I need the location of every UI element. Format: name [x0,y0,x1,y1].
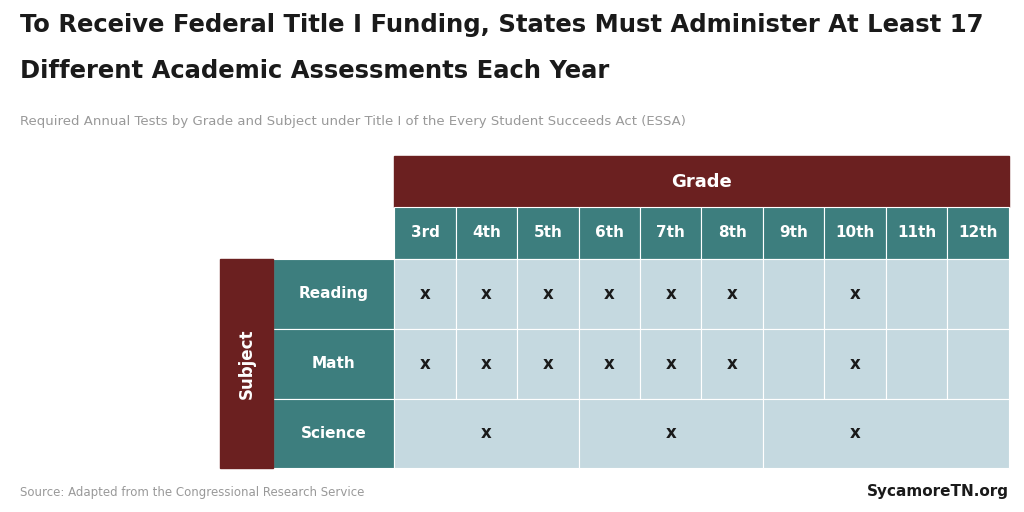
FancyBboxPatch shape [640,259,701,329]
Text: x: x [420,354,430,373]
FancyBboxPatch shape [763,329,824,398]
Text: 12th: 12th [958,225,997,241]
Text: 11th: 11th [897,225,936,241]
Text: 10th: 10th [836,225,874,241]
FancyBboxPatch shape [273,329,394,398]
Text: 5th: 5th [534,225,562,241]
FancyBboxPatch shape [579,398,763,468]
Text: 9th: 9th [779,225,808,241]
FancyBboxPatch shape [947,207,1009,259]
FancyBboxPatch shape [640,207,701,259]
FancyBboxPatch shape [579,259,640,329]
FancyBboxPatch shape [394,259,456,329]
FancyBboxPatch shape [763,259,824,329]
Text: x: x [666,424,676,442]
Text: Source: Adapted from the Congressional Research Service: Source: Adapted from the Congressional R… [20,486,365,499]
FancyBboxPatch shape [394,398,579,468]
Text: Subject: Subject [238,328,256,399]
Text: Required Annual Tests by Grade and Subject under Title I of the Every Student Su: Required Annual Tests by Grade and Subje… [20,115,686,128]
Text: x: x [543,354,553,373]
Text: 6th: 6th [595,225,624,241]
Text: x: x [481,354,492,373]
Text: x: x [850,354,860,373]
FancyBboxPatch shape [763,207,824,259]
FancyBboxPatch shape [701,329,763,398]
Text: Reading: Reading [299,286,369,301]
Text: x: x [850,285,860,303]
Text: Science: Science [301,426,367,441]
FancyBboxPatch shape [273,398,394,468]
FancyBboxPatch shape [579,207,640,259]
FancyBboxPatch shape [456,207,517,259]
FancyBboxPatch shape [824,329,886,398]
FancyBboxPatch shape [394,156,1009,207]
FancyBboxPatch shape [947,259,1009,329]
FancyBboxPatch shape [517,259,579,329]
Text: x: x [727,354,737,373]
Text: x: x [481,424,492,442]
Text: x: x [543,285,553,303]
Text: x: x [604,354,614,373]
FancyBboxPatch shape [886,259,947,329]
FancyBboxPatch shape [701,259,763,329]
FancyBboxPatch shape [456,329,517,398]
Text: 3rd: 3rd [411,225,439,241]
Text: x: x [666,354,676,373]
FancyBboxPatch shape [394,207,456,259]
FancyBboxPatch shape [947,329,1009,398]
FancyBboxPatch shape [886,207,947,259]
Text: x: x [850,424,860,442]
Text: x: x [420,285,430,303]
FancyBboxPatch shape [579,329,640,398]
Text: Grade: Grade [671,173,732,191]
FancyBboxPatch shape [517,207,579,259]
Text: x: x [604,285,614,303]
Text: Different Academic Assessments Each Year: Different Academic Assessments Each Year [20,59,609,83]
Text: 8th: 8th [718,225,746,241]
FancyBboxPatch shape [456,259,517,329]
FancyBboxPatch shape [824,207,886,259]
FancyBboxPatch shape [763,398,1009,468]
FancyBboxPatch shape [517,329,579,398]
Text: To Receive Federal Title I Funding, States Must Administer At Least 17: To Receive Federal Title I Funding, Stat… [20,13,984,37]
FancyBboxPatch shape [701,207,763,259]
Text: 7th: 7th [656,225,685,241]
FancyBboxPatch shape [220,259,273,468]
FancyBboxPatch shape [640,329,701,398]
FancyBboxPatch shape [886,329,947,398]
Text: 4th: 4th [472,225,501,241]
FancyBboxPatch shape [824,259,886,329]
Text: x: x [727,285,737,303]
Text: Math: Math [312,356,355,371]
Text: SycamoreTN.org: SycamoreTN.org [866,484,1009,499]
FancyBboxPatch shape [273,259,394,329]
FancyBboxPatch shape [394,329,456,398]
Text: x: x [481,285,492,303]
Text: x: x [666,285,676,303]
